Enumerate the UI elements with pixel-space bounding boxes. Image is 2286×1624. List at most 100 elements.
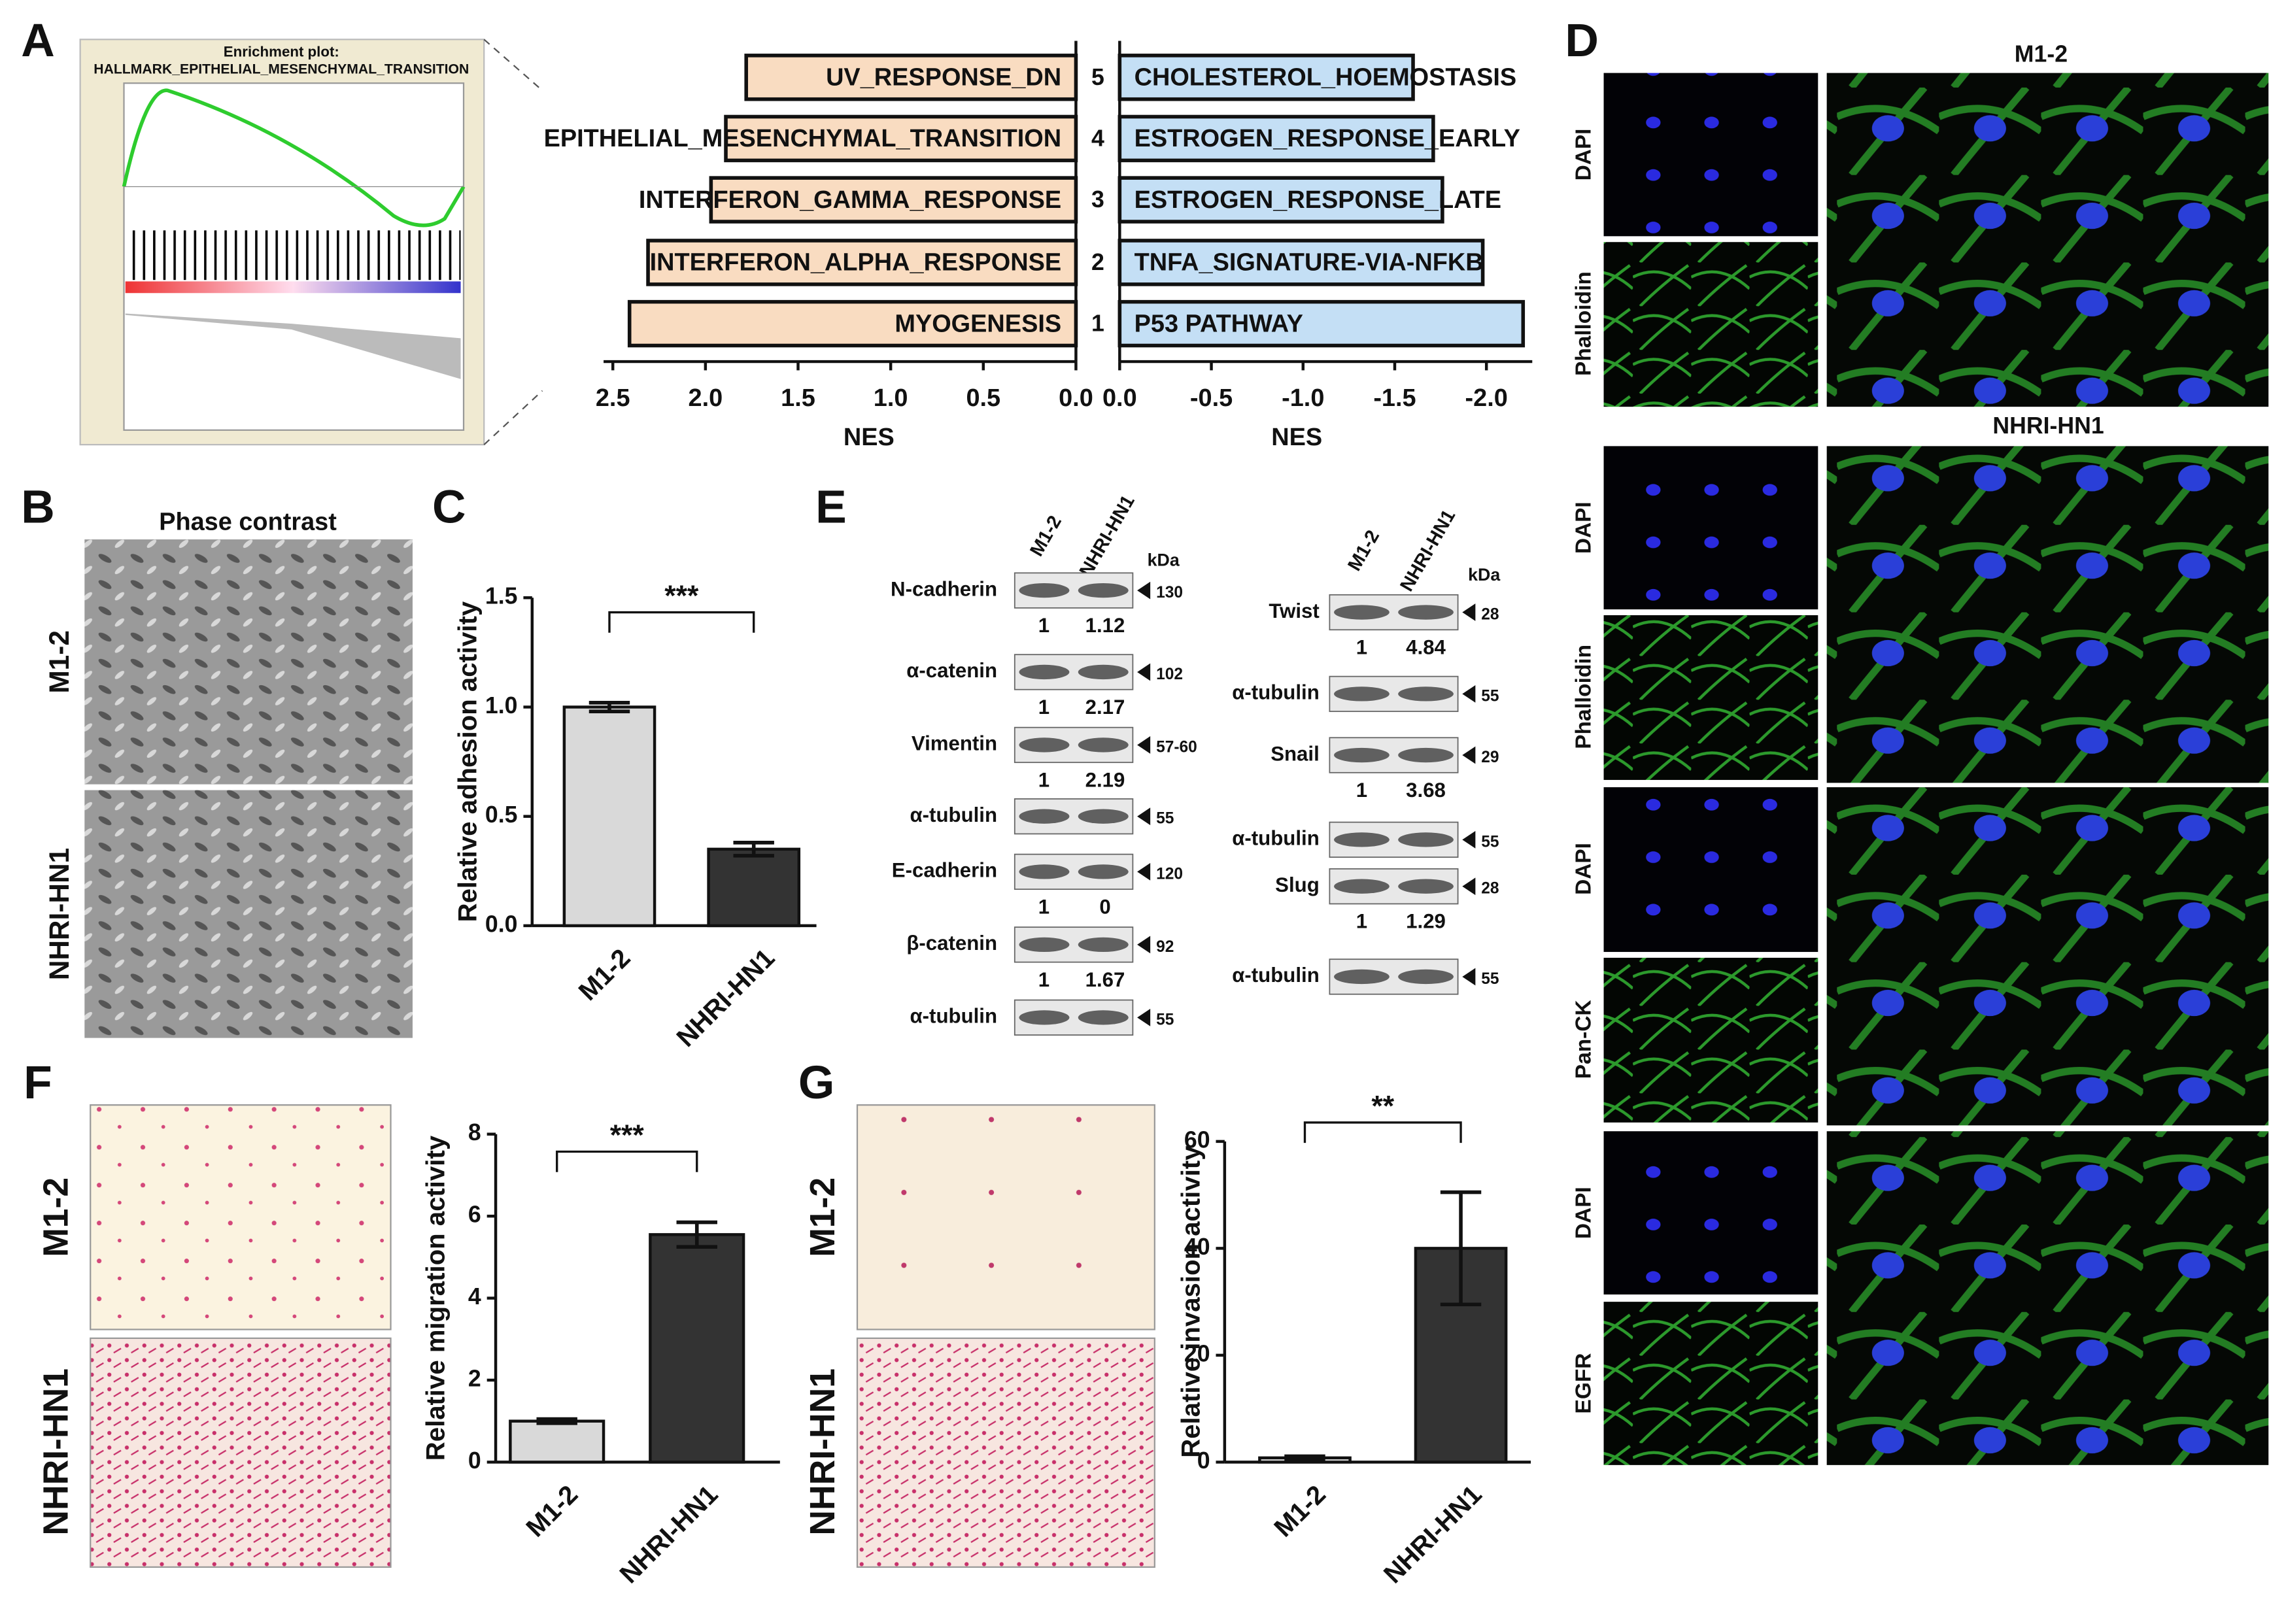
y-tick-label: 1.0 <box>485 692 518 719</box>
gsea-curve <box>122 88 466 228</box>
arrowhead <box>1137 807 1151 826</box>
significance-bracket <box>608 611 755 633</box>
x-tick-label: 0.5 <box>966 384 1000 412</box>
x-axis-label: NES <box>844 424 895 451</box>
y-tick-label: 6 <box>468 1202 481 1228</box>
blot-band <box>1078 664 1129 680</box>
significance-bracket <box>556 1150 698 1172</box>
quantity: 1 <box>1038 614 1049 637</box>
x-tick-label: 2.5 <box>596 384 630 412</box>
protein-label: α-tubulin <box>1232 964 1320 987</box>
x-tick-label: M1-2 <box>520 1480 583 1542</box>
quantity: 1.67 <box>1085 968 1125 991</box>
error-bar <box>733 841 774 858</box>
blot-band <box>1334 605 1390 620</box>
gsea-metric <box>125 313 461 379</box>
category-label: CHOLESTEROL_HOEMOSTASIS <box>1134 64 1517 92</box>
blot-band <box>1334 747 1390 763</box>
gsea-hits <box>125 230 461 280</box>
x-tick-label: -1.0 <box>1282 384 1324 412</box>
bar <box>1117 239 1485 286</box>
error-bar <box>589 700 630 713</box>
micrograph <box>1603 1131 1818 1294</box>
protein-label: N-cadherin <box>891 577 997 600</box>
y-tick-label: 8 <box>468 1119 481 1145</box>
arrowhead <box>1462 685 1476 703</box>
micrograph <box>1826 73 2269 407</box>
blot-band <box>1334 686 1390 702</box>
quantity: 2.19 <box>1085 768 1125 791</box>
bar <box>724 114 1078 163</box>
kda-label: 92 <box>1156 938 1174 956</box>
rank-label: 3 <box>1091 186 1104 212</box>
micrograph <box>1603 1302 1818 1465</box>
quantity: 1.29 <box>1406 910 1446 933</box>
y-tick-label: 0.5 <box>485 802 518 828</box>
micrograph <box>1603 615 1818 780</box>
significance-bracket <box>1303 1121 1462 1143</box>
row-label: M1-2 <box>37 1177 75 1257</box>
blot-band <box>1019 664 1070 680</box>
y-tick-label: 4 <box>468 1283 481 1310</box>
group-title: NHRI-HN1 <box>1992 413 2104 439</box>
panel-label: E <box>815 481 847 533</box>
blot-band <box>1019 937 1070 953</box>
panel-label: C <box>432 481 466 533</box>
row-label: M1-2 <box>44 630 75 694</box>
x-tick-label: M1-2 <box>1269 1480 1331 1542</box>
micrograph <box>84 539 413 785</box>
category-label: P53 PATHWAY <box>1134 310 1303 337</box>
panel-label: A <box>21 14 55 67</box>
blot-band <box>1078 583 1129 598</box>
x-tick-label: -0.5 <box>1190 384 1233 412</box>
kda-label: 55 <box>1481 970 1499 988</box>
arrowhead <box>1462 746 1476 764</box>
rank-label: 1 <box>1091 311 1104 337</box>
blot-band <box>1078 809 1129 824</box>
y-axis-label: Relative invasion activity <box>1176 1145 1205 1458</box>
quantity: 3.68 <box>1406 779 1446 802</box>
blot-band <box>1398 686 1454 702</box>
blot-band <box>1398 747 1454 763</box>
stain-label: DAPI <box>1571 1187 1595 1239</box>
stain-label: DAPI <box>1571 129 1595 181</box>
quantity: 1 <box>1038 968 1049 991</box>
x-tick-label: -2.0 <box>1465 384 1508 412</box>
kda-label: 102 <box>1156 666 1183 683</box>
kda-label: 57-60 <box>1156 738 1197 756</box>
significance: *** <box>664 580 699 612</box>
lane-label: M1-2 <box>1344 527 1384 575</box>
gsea-title: HALLMARK_EPITHELIAL_MESENCHYMAL_TRANSITI… <box>94 62 469 77</box>
bar <box>627 299 1078 348</box>
blot-band <box>1078 937 1129 953</box>
rank-label: 5 <box>1091 64 1104 90</box>
blot-band <box>1019 1010 1070 1025</box>
y-tick-label: 0 <box>1197 1447 1210 1474</box>
arrowhead <box>1137 863 1151 881</box>
bar <box>1117 299 1526 348</box>
bar <box>646 239 1078 286</box>
stain-label: Phalloidin <box>1571 271 1595 376</box>
x-tick-label: 1.0 <box>874 384 908 412</box>
error-bar <box>536 1417 577 1425</box>
y-tick-label: 60 <box>1184 1126 1210 1153</box>
y-axis-label: Relative adhesion activity <box>453 601 483 922</box>
micrograph <box>1826 787 2269 1126</box>
blot-band <box>1398 969 1454 985</box>
panel-label: G <box>798 1057 834 1109</box>
lane-label: M1-2 <box>1026 512 1066 560</box>
kda-label: 120 <box>1156 865 1183 883</box>
kda-label: 55 <box>1156 1011 1174 1028</box>
y-tick-label: 20 <box>1184 1340 1210 1366</box>
row-label: M1-2 <box>804 1177 842 1257</box>
x-tick-label: 0.0 <box>1102 384 1137 412</box>
blot-band <box>1078 1010 1129 1025</box>
kda-label: 55 <box>1156 810 1174 828</box>
x-tick-label: M1-2 <box>573 943 636 1006</box>
arrowhead <box>1462 830 1476 849</box>
protein-label: α-catenin <box>906 659 997 682</box>
blot-band <box>1334 879 1390 894</box>
gsea-title: Enrichment plot: <box>224 43 339 59</box>
